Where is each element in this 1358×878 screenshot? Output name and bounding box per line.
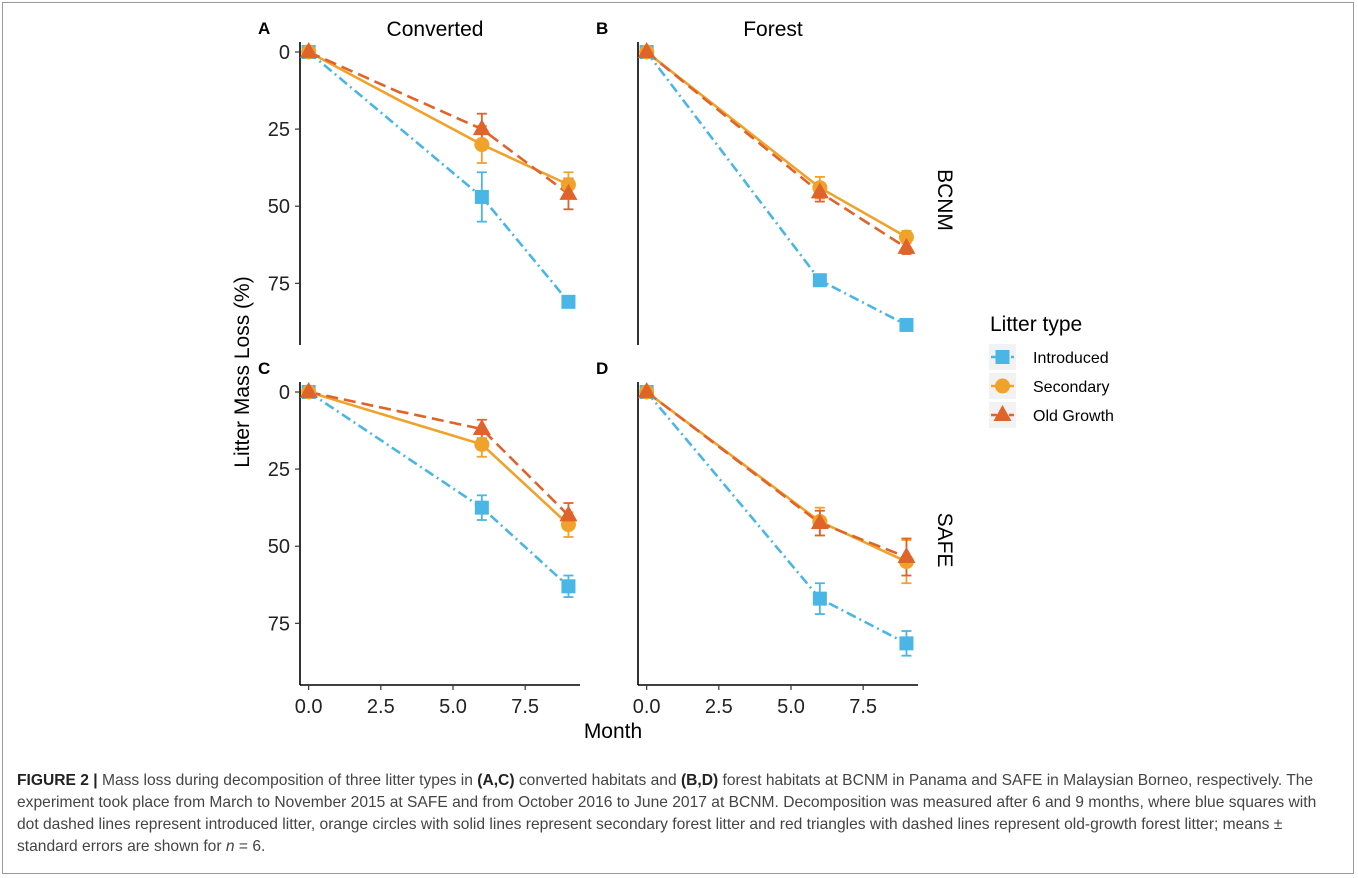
panel-letter: B: [596, 19, 608, 38]
caption-text-3: forest habitats at BCNM in Panama and SA…: [17, 772, 1317, 855]
y-tick-label: 75: [268, 273, 290, 295]
x-tick-label: 0.0: [295, 696, 323, 718]
panel-letter: C: [258, 359, 270, 378]
figure-caption: FIGURE 2 | Mass loss during decompositio…: [17, 770, 1342, 858]
y-axis-title: Litter Mass Loss (%): [231, 276, 254, 467]
x-tick-label: 2.5: [705, 696, 733, 718]
data-point: [472, 119, 491, 136]
column-header: Converted: [387, 18, 484, 41]
data-point: [474, 500, 489, 515]
data-point: [474, 137, 490, 153]
legend-label: Introduced: [1033, 350, 1109, 367]
x-tick-label: 5.0: [439, 696, 467, 718]
data-point: [899, 636, 914, 651]
panels-group: 0 25 50 75 A Converted B Forest BCNM 0.0 2.5 5.0 7.5…: [258, 18, 956, 718]
row-strip-label: BCNM: [933, 169, 956, 231]
data-point: [299, 382, 318, 398]
x-tick-label: 0.0: [633, 696, 661, 718]
data-point: [810, 182, 829, 199]
legend-key-marker: [993, 405, 1012, 421]
y-tick-label: 75: [268, 613, 290, 635]
x-tick-label: 5.0: [777, 696, 805, 718]
legend-label: Secondary: [1033, 379, 1110, 396]
series-line: [308, 390, 570, 517]
caption-text-4: = 6.: [234, 838, 266, 855]
y-tick-label: 25: [268, 459, 290, 481]
x-tick-label: 7.5: [849, 696, 877, 718]
data-point: [810, 513, 829, 530]
data-point: [559, 505, 578, 522]
row-strip-label: SAFE: [933, 513, 956, 568]
data-point: [899, 317, 914, 332]
legend-key-marker: [995, 378, 1010, 394]
series-line: [308, 50, 569, 186]
data-point: [812, 591, 827, 606]
data-point: [472, 419, 491, 436]
data-point: [299, 42, 318, 58]
series-line: [307, 51, 570, 303]
caption-n-symbol: n: [225, 838, 235, 855]
y-tick-label: 25: [268, 119, 290, 141]
series-line: [645, 391, 908, 645]
series-line: [645, 50, 908, 239]
panel-c: 0.0 2.5 5.0 7.5 0 25 50 75 C: [258, 359, 580, 718]
data-point: [897, 237, 916, 254]
caption-text-1: Mass loss during decomposition of three …: [97, 772, 478, 789]
column-header: Forest: [743, 18, 803, 41]
data-point: [637, 382, 656, 398]
data-point: [561, 294, 576, 309]
data-point: [561, 579, 576, 594]
panel-letter: D: [596, 359, 608, 378]
series-line: [645, 390, 907, 563]
caption-ref-2: (B,D): [680, 772, 719, 789]
series-line: [308, 390, 570, 526]
legend: Litter type Introduced Secondary Old Growt…: [989, 313, 1114, 428]
caption-label: FIGURE 2 |: [17, 772, 98, 789]
data-point: [812, 273, 827, 288]
y-tick-label: 0: [279, 42, 290, 64]
series-line: [645, 390, 907, 559]
caption-ref-1: (A,C): [477, 772, 515, 789]
legend-title: Litter type: [990, 313, 1082, 336]
y-tick-label: 0: [279, 382, 290, 404]
y-tick-label: 50: [268, 536, 290, 558]
legend-label: Old Growth: [1033, 408, 1114, 425]
data-point: [637, 42, 656, 58]
data-point: [474, 436, 490, 452]
data-point: [559, 183, 578, 200]
figure-chart: 0 25 50 75 A Converted B Forest BCNM 0.0 2.5 5.0 7.5…: [231, 18, 1114, 743]
panel-a: 0 25 50 75 A Converted: [258, 18, 578, 345]
y-tick-label: 50: [268, 196, 290, 218]
legend-key-marker: [995, 350, 1010, 364]
panel-letter: A: [258, 19, 270, 38]
series-line: [645, 51, 908, 327]
x-tick-label: 7.5: [511, 696, 539, 718]
data-point: [898, 229, 914, 245]
panel-b: B Forest BCNM: [596, 18, 956, 345]
x-axis-title: Month: [584, 720, 642, 743]
x-tick-label: 2.5: [367, 696, 395, 718]
data-point: [474, 189, 489, 204]
data-point: [897, 547, 916, 564]
panel-d: 0.0 2.5 5.0 7.5 D SAFE: [596, 359, 956, 718]
caption-text-2: converted habitats and: [514, 772, 681, 789]
